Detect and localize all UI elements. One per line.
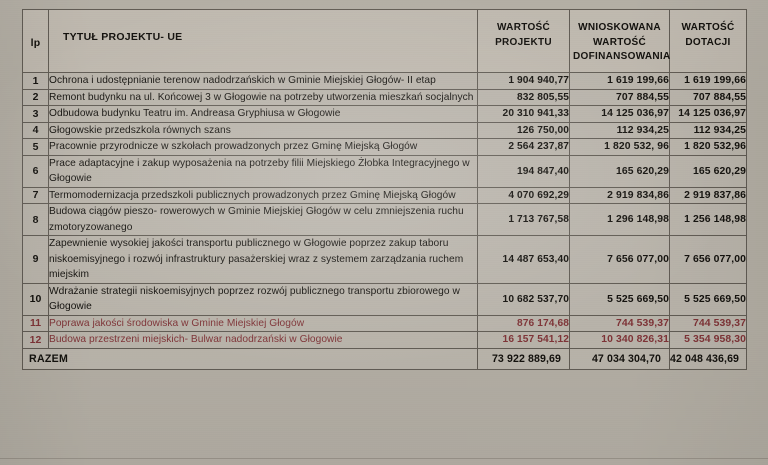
- table-header: lp TYTUŁ PROJEKTU- UE WARTOŚĆ PROJEKTU W…: [22, 9, 747, 73]
- wnioskowana-wartosc-dofinansowania-cell: 744 539,37: [569, 314, 670, 332]
- row-index-cell: 2: [22, 88, 49, 106]
- header-row: lp TYTUŁ PROJEKTU- UE WARTOŚĆ PROJEKTU W…: [22, 9, 747, 73]
- row-index-cell: 10: [22, 282, 49, 316]
- total-row: RAZEM 73 922 889,69 47 034 304,70 42 048…: [22, 347, 747, 370]
- wartosc-dotacji-cell: 1 619 199,66: [669, 72, 747, 90]
- header-label-dotacji-line2: DOTACJI: [685, 36, 731, 48]
- project-title-cell: Termomodernizacja przedszkoli publicznyc…: [48, 186, 478, 204]
- projects-table: lp TYTUŁ PROJEKTU- UE WARTOŚĆ PROJEKTU W…: [22, 9, 747, 370]
- row-index-cell: 8: [22, 203, 49, 236]
- header-cell-wnioskowana: WNIOSKOWANA WARTOŚĆ DOFINANSOWANIA: [569, 9, 671, 73]
- header-cell-lp: lp: [22, 9, 49, 73]
- wartosc-projektu-cell: 4 070 692,29: [477, 186, 570, 204]
- table-row: 7 Termomodernizacja przedszkoli publiczny…: [22, 186, 747, 204]
- header-label-lp: lp: [30, 36, 41, 49]
- table-row: 1 Ochrona i udostępnianie terenow nadodrz…: [22, 72, 747, 90]
- table-row: 5 Pracownie przyrodnicze w szkołach prowa…: [22, 138, 747, 156]
- wartosc-dotacji-cell: 1 256 148,98: [669, 203, 747, 236]
- wnioskowana-wartosc-dofinansowania-cell: 1 820 532, 96: [569, 138, 670, 156]
- wartosc-projektu-cell: 194 847,40: [477, 154, 570, 188]
- wartosc-dotacji-cell: 165 620,29: [669, 154, 747, 188]
- wartosc-projektu-cell: 1 904 940,77: [477, 72, 570, 90]
- row-index-cell: 9: [22, 235, 49, 284]
- total-wnioskowana: 47 034 304,70: [569, 347, 670, 370]
- wartosc-projektu-cell: 20 310 941,33: [477, 105, 570, 123]
- wnioskowana-wartosc-dofinansowania-cell: 112 934,25: [569, 121, 670, 139]
- wnioskowana-wartosc-dofinansowania-cell: 5 525 669,50: [569, 282, 670, 316]
- header-label-wartosc-projektu-line1: WARTOŚĆ: [496, 22, 551, 33]
- total-label: RAZEM: [22, 347, 478, 370]
- project-title-cell: Poprawa jakości środowiska w Gminie Miej…: [48, 314, 478, 332]
- wnioskowana-wartosc-dofinansowania-cell: 2 919 834,86: [569, 186, 670, 204]
- total-wartosc-dotacji: 42 048 436,69: [669, 347, 747, 370]
- row-index-cell: 12: [22, 331, 49, 349]
- header-label-wnioskowana-line3: DOFINANSOWANIA: [573, 51, 671, 62]
- table-body: 1 Ochrona i udostępnianie terenow nadodrz…: [22, 72, 747, 349]
- project-title-cell: Budowa przestrzeni miejskich- Bulwar nad…: [48, 331, 478, 349]
- wartosc-projektu-cell: 832 805,55: [477, 88, 570, 106]
- wartosc-projektu-cell: 876 174,68: [477, 314, 570, 332]
- wnioskowana-wartosc-dofinansowania-cell: 7 656 077,00: [569, 235, 670, 284]
- table-row: 9 Zapewnienie wysokiej jakości transportu…: [22, 235, 747, 284]
- project-title-cell: Remont budynku na ul. Końcowej 3 w Głogo…: [48, 88, 478, 106]
- header-label-wartosc-projektu-line2: PROJEKTU: [495, 36, 552, 48]
- project-title-cell: Głogowskie przedszkola równych szans: [48, 121, 478, 139]
- wartosc-projektu-cell: 14 487 653,40: [477, 235, 570, 284]
- wartosc-dotacji-cell: 707 884,55: [669, 88, 747, 106]
- wnioskowana-wartosc-dofinansowania-cell: 1 296 148,98: [569, 203, 670, 236]
- header-cell-wartosc-dotacji: WARTOŚĆ DOTACJI: [669, 9, 747, 73]
- wartosc-projektu-cell: 1 713 767,58: [477, 203, 570, 236]
- wnioskowana-wartosc-dofinansowania-cell: 10 340 826,31: [569, 331, 670, 349]
- table-row: 12 Budowa przestrzeni miejskich- Bulwar n…: [22, 331, 747, 349]
- wartosc-projektu-cell: 16 157 541,12: [477, 331, 570, 349]
- header-cell-wartosc-projektu: WARTOŚĆ PROJEKTU: [477, 9, 570, 73]
- wartosc-dotacji-cell: 7 656 077,00: [669, 235, 747, 284]
- wartosc-dotacji-cell: 14 125 036,97: [669, 105, 747, 123]
- wartosc-dotacji-cell: 2 919 837,86: [669, 186, 747, 204]
- wartosc-dotacji-cell: 5 525 669,50: [669, 282, 747, 316]
- wnioskowana-wartosc-dofinansowania-cell: 165 620,29: [569, 154, 670, 188]
- table-row: 4 Głogowskie przedszkola równych szans 126…: [22, 121, 747, 139]
- table-row: 11 Poprawa jakości środowiska w Gminie Mi…: [22, 314, 747, 332]
- table-row: 3 Odbudowa budynku Teatru im. Andreasa Gr…: [22, 105, 747, 123]
- total-wartosc-projektu: 73 922 889,69: [477, 347, 570, 370]
- wartosc-projektu-cell: 126 750,00: [477, 121, 570, 139]
- row-index-cell: 11: [22, 314, 49, 332]
- table-row: 10 Wdrażanie strategii niskoemisyjnych po…: [22, 282, 747, 316]
- row-index-cell: 5: [22, 138, 49, 156]
- header-label-title: TYTUŁ PROJEKTU- UE: [63, 30, 183, 43]
- table-row: 6 Prace adaptacyjne i zakup wyposażenia n…: [22, 154, 747, 188]
- wartosc-dotacji-cell: 5 354 958,30: [669, 331, 747, 349]
- header-label-wnioskowana-line2: WARTOŚĆ: [592, 36, 647, 48]
- paper-rule-line: [0, 458, 768, 459]
- wnioskowana-wartosc-dofinansowania-cell: 14 125 036,97: [569, 105, 670, 123]
- table-row: 8 Budowa ciągów pieszo- rowerowych w Gmin…: [22, 203, 747, 236]
- wartosc-dotacji-cell: 744 539,37: [669, 314, 747, 332]
- project-title-cell: Prace adaptacyjne i zakup wyposażenia na…: [48, 154, 478, 188]
- row-index-cell: 6: [22, 154, 49, 188]
- row-index-cell: 4: [22, 121, 49, 139]
- project-title-cell: Zapewnienie wysokiej jakości transportu …: [48, 235, 478, 284]
- project-title-cell: Budowa ciągów pieszo- rowerowych w Gmini…: [48, 203, 478, 236]
- table-footer: RAZEM 73 922 889,69 47 034 304,70 42 048…: [22, 347, 747, 370]
- project-title-cell: Odbudowa budynku Teatru im. Andreasa Gry…: [48, 105, 478, 123]
- wartosc-dotacji-cell: 1 820 532,96: [669, 138, 747, 156]
- wnioskowana-wartosc-dofinansowania-cell: 1 619 199,66: [569, 72, 670, 90]
- project-title-cell: Wdrażanie strategii niskoemisyjnych popr…: [48, 282, 478, 316]
- header-cell-title: TYTUŁ PROJEKTU- UE: [48, 9, 478, 73]
- wartosc-projektu-cell: 2 564 237,87: [477, 138, 570, 156]
- wnioskowana-wartosc-dofinansowania-cell: 707 884,55: [569, 88, 670, 106]
- row-index-cell: 1: [22, 72, 49, 90]
- table-row: 2 Remont budynku na ul. Końcowej 3 w Głog…: [22, 88, 747, 106]
- header-label-wnioskowana-line1: WNIOSKOWANA: [578, 22, 661, 33]
- row-index-cell: 7: [22, 186, 49, 204]
- row-index-cell: 3: [22, 105, 49, 123]
- project-title-cell: Pracownie przyrodnicze w szkołach prowad…: [48, 138, 478, 156]
- projects-table-container: lp TYTUŁ PROJEKTU- UE WARTOŚĆ PROJEKTU W…: [22, 9, 747, 370]
- header-label-dotacji-line1: WARTOŚĆ: [681, 22, 735, 33]
- wartosc-projektu-cell: 10 682 537,70: [477, 282, 570, 316]
- wartosc-dotacji-cell: 112 934,25: [669, 121, 747, 139]
- project-title-cell: Ochrona i udostępnianie terenow nadodrza…: [48, 72, 478, 90]
